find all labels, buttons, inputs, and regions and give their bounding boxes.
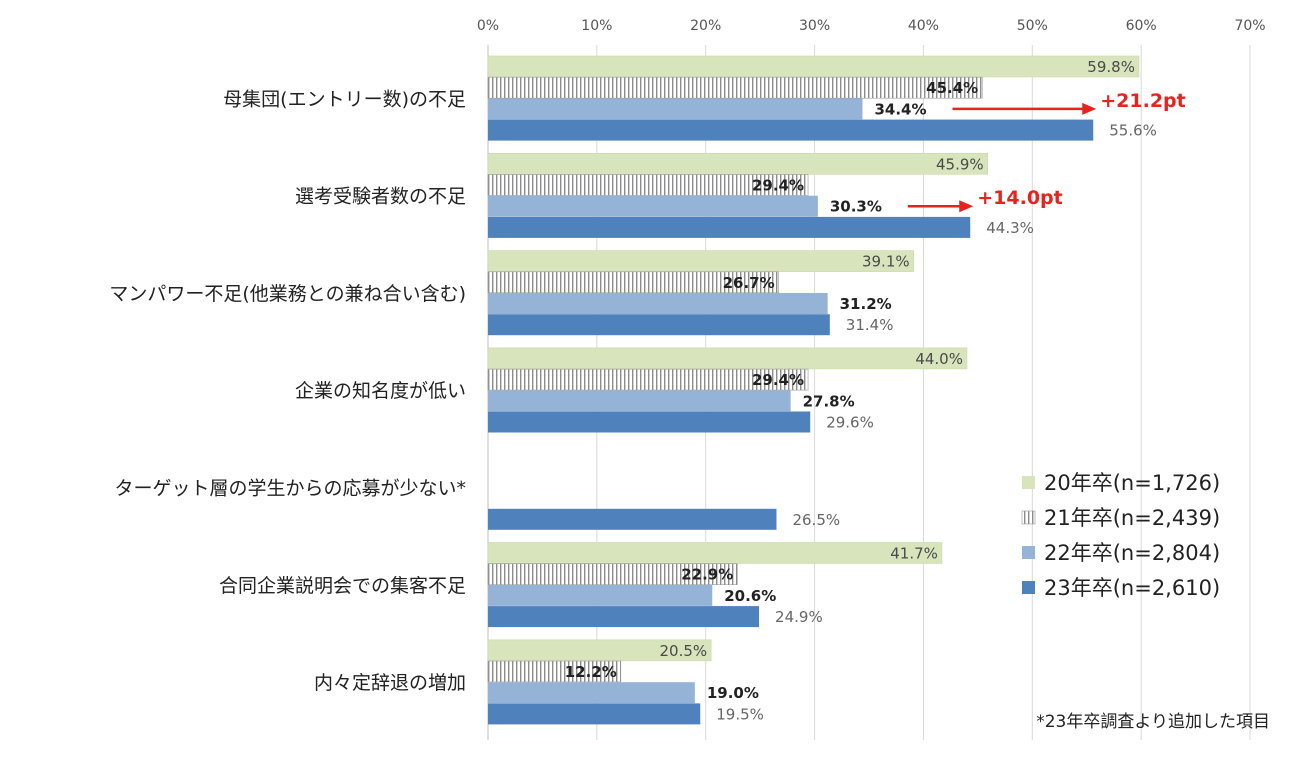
legend-label: 21年卒(n=2,439) <box>1044 506 1220 530</box>
bars <box>487 55 1140 725</box>
data-label: 44.3% <box>986 219 1034 237</box>
category-label: 企業の知名度が低い <box>295 380 466 402</box>
legend-label: 22年卒(n=2,804) <box>1044 541 1220 565</box>
difference-label: +14.0pt <box>977 187 1062 209</box>
category-label: ターゲット層の学生からの応募が少ない* <box>114 478 466 500</box>
data-label: 45.4% <box>926 79 978 97</box>
x-tick-label: 30% <box>799 18 830 34</box>
data-label: 59.8% <box>1087 58 1135 76</box>
data-label: 29.4% <box>752 371 804 389</box>
bar <box>488 508 777 530</box>
data-label: 45.9% <box>936 155 984 173</box>
data-label: 29.6% <box>826 414 874 432</box>
x-tick-label: 10% <box>581 18 612 34</box>
bar <box>488 314 830 336</box>
x-tick-label: 50% <box>1017 18 1048 34</box>
data-label: 29.4% <box>752 177 804 195</box>
data-label: 24.9% <box>775 608 823 626</box>
data-label: 41.7% <box>890 545 938 563</box>
category-label: マンパワー不足(他業務との兼ね合い含む) <box>109 283 466 305</box>
bar <box>488 195 818 217</box>
category-labels: 母集団(エントリー数)の不足選考受験者数の不足マンパワー不足(他業務との兼ね合い… <box>109 88 466 694</box>
bar <box>488 682 695 704</box>
data-label: 12.2% <box>565 663 617 681</box>
value-labels: 59.8% 45.4%34.4% 55.6% 45.9% 29.4% 30.3% 44.3%… <box>565 58 1157 723</box>
bar <box>488 98 863 120</box>
bar <box>487 271 779 294</box>
x-axis-tick-labels: 0% 10% 20% 30% 40% 50% 60% 70% <box>477 18 1266 34</box>
category-label: 選考受験者数の不足 <box>295 186 466 208</box>
bar <box>488 703 701 725</box>
bar <box>487 542 943 564</box>
data-label: 26.7% <box>723 274 775 292</box>
bar <box>488 606 760 628</box>
bar <box>487 174 809 196</box>
bar <box>487 153 988 175</box>
data-label: 44.0% <box>915 350 963 368</box>
data-label: 34.4% <box>874 100 926 118</box>
legend-swatch <box>1021 510 1036 525</box>
x-tick-label: 70% <box>1234 18 1265 34</box>
bar <box>487 347 968 370</box>
footnote: *23年卒調査より追加した項目 <box>1036 712 1270 732</box>
annotations: +21.2pt +14.0pt <box>907 90 1186 213</box>
bar <box>487 563 738 586</box>
legend-label: 20年卒(n=1,726) <box>1044 471 1220 495</box>
x-tick-label: 60% <box>1126 18 1157 34</box>
legend-swatch <box>1022 581 1035 594</box>
x-tick-label: 40% <box>908 18 939 34</box>
x-tick-label: 20% <box>690 18 721 34</box>
bar <box>487 368 809 391</box>
bar <box>488 411 811 433</box>
legend: 20年卒(n=1,726) 21年卒(n=2,439) 22年卒(n=2,804) 2… <box>1021 471 1220 600</box>
legend-label: 23年卒(n=2,610) <box>1044 576 1220 600</box>
data-label: 22.9% <box>681 566 733 584</box>
category-label: 合同企業説明会での集客不足 <box>219 575 466 597</box>
data-label: 39.1% <box>862 253 910 271</box>
data-label: 19.5% <box>716 705 764 723</box>
x-tick-label: 0% <box>477 18 499 34</box>
category-label: 内々定辞退の増加 <box>314 672 466 694</box>
bar <box>488 293 828 314</box>
data-label: 30.3% <box>830 198 882 216</box>
data-label: 20.6% <box>724 587 776 605</box>
data-label: 27.8% <box>803 392 855 410</box>
legend-swatch <box>1022 476 1035 489</box>
bar <box>487 76 983 99</box>
bar <box>487 660 622 683</box>
bar <box>487 55 1140 78</box>
data-label: 26.5% <box>792 511 840 529</box>
category-label: 母集団(エントリー数)の不足 <box>223 88 466 110</box>
bar <box>488 216 971 238</box>
difference-arrow <box>952 102 1097 115</box>
difference-label: +21.2pt <box>1100 90 1185 112</box>
bar <box>488 390 791 412</box>
difference-arrow <box>907 200 974 213</box>
bar <box>487 250 914 272</box>
bar <box>488 584 713 606</box>
data-label: 55.6% <box>1109 122 1157 140</box>
bar <box>488 119 1094 141</box>
data-label: 31.4% <box>846 316 894 334</box>
data-label: 20.5% <box>660 642 708 660</box>
data-label: 31.2% <box>840 295 892 313</box>
legend-swatch <box>1022 546 1035 559</box>
data-label: 19.0% <box>707 684 759 702</box>
